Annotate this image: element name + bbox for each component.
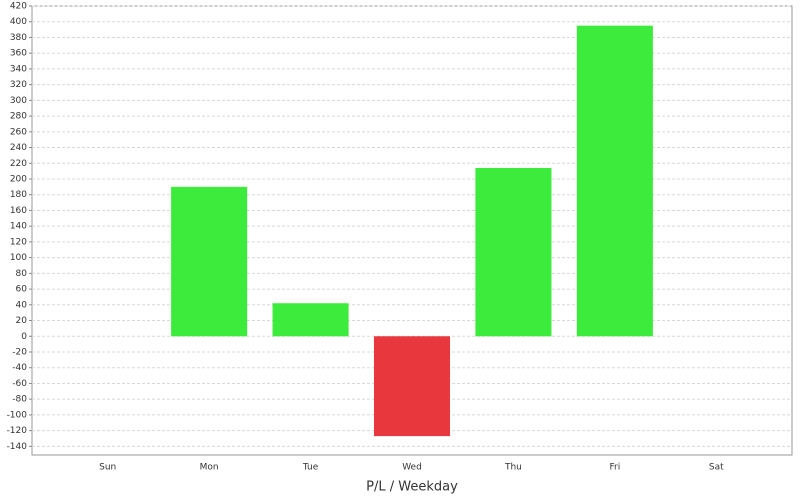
- y-tick-label: -120: [7, 426, 28, 436]
- y-tick-label: 80: [16, 269, 28, 279]
- x-tick-label: Sun: [99, 463, 116, 473]
- x-tick-label: Mon: [200, 463, 219, 473]
- y-tick-label: 360: [10, 49, 27, 59]
- x-tick-label: Wed: [402, 463, 422, 473]
- y-tick-label: 280: [10, 112, 27, 122]
- y-tick-label: -100: [7, 410, 28, 420]
- y-tick-label: 260: [10, 127, 27, 137]
- y-tick-label: 20: [16, 316, 28, 326]
- y-tick-label: 380: [10, 33, 27, 43]
- x-tick-label: Tue: [302, 463, 319, 473]
- bar: [373, 336, 451, 437]
- y-tick-label: 160: [10, 206, 27, 216]
- y-tick-label: -60: [12, 379, 27, 389]
- x-tick-label: Sat: [709, 463, 724, 473]
- y-tick-label: 420: [10, 2, 27, 12]
- bar: [475, 167, 552, 337]
- y-tick-label: 240: [10, 143, 27, 153]
- y-tick-label: 60: [16, 285, 28, 295]
- y-tick-label: -40: [12, 363, 27, 373]
- y-tick-label: 320: [10, 80, 27, 90]
- y-tick-label: 180: [10, 190, 27, 200]
- y-tick-label: 40: [16, 300, 28, 310]
- bar: [576, 25, 653, 337]
- y-tick-label: 120: [10, 237, 27, 247]
- y-tick-label: -80: [12, 395, 27, 405]
- y-tick-label: 340: [10, 64, 27, 74]
- y-tick-label: 300: [10, 96, 27, 106]
- y-tick-label: 100: [10, 253, 27, 263]
- x-tick-label: Fri: [609, 463, 620, 473]
- y-tick-label: -20: [12, 347, 27, 357]
- y-tick-label: 200: [10, 174, 27, 184]
- y-tick-label: 400: [10, 17, 27, 27]
- y-tick-label: 140: [10, 222, 27, 232]
- y-tick-label: 220: [10, 159, 27, 169]
- bar: [272, 303, 349, 337]
- bar: [171, 186, 248, 337]
- y-tick-label: -140: [7, 442, 28, 452]
- x-tick-label: Thu: [504, 463, 522, 473]
- y-tick-label: 0: [21, 332, 27, 342]
- x-axis-label: P/L / Weekday: [366, 480, 458, 495]
